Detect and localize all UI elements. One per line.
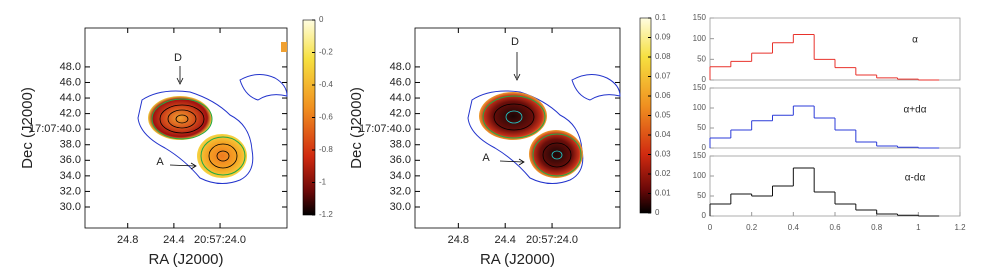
x-tick-label: 0.4 [788,223,800,232]
x-tick-label: 0.8 [871,223,883,232]
y-tick-label: 38.0 [390,139,411,151]
y-tick-label: 34.0 [390,170,411,182]
y-tick-label: 42.0 [60,108,81,120]
colorbar-tick-label: 0.01 [655,189,671,198]
annotation: D [174,52,182,64]
x-tick-label: 24.4 [163,234,184,246]
colorbar-tick-label: -0.6 [319,113,333,122]
y-tick-label: 30.0 [390,201,411,213]
x-tick-label: 0.6 [829,223,841,232]
colorbar-tick-label: -1.2 [319,210,333,219]
y-tick-label: 50 [697,191,706,200]
colorbar-tick-label: 0.05 [655,111,671,120]
y-tick-label: 150 [693,151,707,160]
colorbar-tick-label: 0.03 [655,150,671,159]
y-tick-label: 150 [693,83,707,92]
y-axis-label: Dec (J2000) [19,87,36,169]
y-tick-label: 48.0 [390,61,411,73]
colorbar-tick-label: 0.07 [655,72,671,81]
x-tick-label: 0 [708,223,713,232]
colorbar-tick-label: 0 [655,208,660,217]
y-tick-label: 150 [693,13,707,22]
y-tick-label: 100 [693,171,707,180]
y-tick-label: 46.0 [390,76,411,88]
colorbar-tick-label: 0.08 [655,52,671,61]
y-tick-label: 44.0 [60,92,81,104]
map-image [84,19,316,229]
y-tick-label: 30.0 [60,201,81,213]
colorbar-tick-label: -0.2 [319,48,333,57]
colorbar-tick-label: 0.02 [655,169,671,178]
colorbar-tick-label: 0.09 [655,33,671,42]
y-tick-label: 100 [693,34,707,43]
x-tick-label: 24.4 [494,234,515,246]
annotation: A [482,152,490,164]
y-tick-label: 0 [702,75,707,84]
plot-frame [709,155,961,217]
y-tick-label: 50 [697,123,706,132]
y-tick-label: 17:07:40.0 [359,123,411,135]
annotation: α-dα [905,173,926,184]
map-image [414,17,652,229]
y-tick-label: 100 [693,103,707,112]
x-tick-label: 1 [916,223,921,232]
y-tick-label: 0 [702,211,707,220]
plot-frame [709,17,961,81]
x-tick-label: 0.2 [746,223,758,232]
colorbar-tick-label: -0.4 [319,80,333,89]
x-tick-label: 24.8 [117,234,138,246]
y-tick-label: 32.0 [60,185,81,197]
x-axis-label: RA (J2000) [148,251,223,268]
colorbar-tick-label: 0.1 [655,13,667,22]
y-tick-label: 0 [702,143,707,152]
y-axis-label: Dec (J2000) [348,87,365,169]
colorbar-tick-label: -0.8 [319,145,333,154]
x-tick-label: 20:57:24.0 [194,234,246,246]
y-tick-label: 17:07:40.0 [29,123,81,135]
annotation: D [511,36,519,48]
y-tick-label: 36.0 [60,154,81,166]
y-tick-label: 36.0 [390,154,411,166]
colorbar-tick-label: 0 [319,15,324,24]
y-tick-label: 50 [697,54,706,63]
y-tick-label: 46.0 [60,76,81,88]
x-axis-label: RA (J2000) [480,251,555,268]
colorbar-tick-label: -1 [319,178,327,187]
y-tick-label: 34.0 [60,170,81,182]
y-tick-label: 32.0 [390,185,411,197]
y-tick-label: 38.0 [60,139,81,151]
plot-frame [709,87,961,149]
x-tick-label: 20:57:24.0 [526,234,578,246]
colorbar-tick-label: 0.06 [655,91,671,100]
x-tick-label: 24.8 [448,234,469,246]
annotation: A [156,156,164,168]
annotation: α [912,35,918,46]
y-tick-label: 44.0 [390,92,411,104]
y-tick-label: 48.0 [60,61,81,73]
annotation: α+dα [904,105,927,116]
y-tick-label: 42.0 [390,108,411,120]
x-tick-label: 1.2 [954,223,966,232]
colorbar-tick-label: 0.04 [655,130,671,139]
